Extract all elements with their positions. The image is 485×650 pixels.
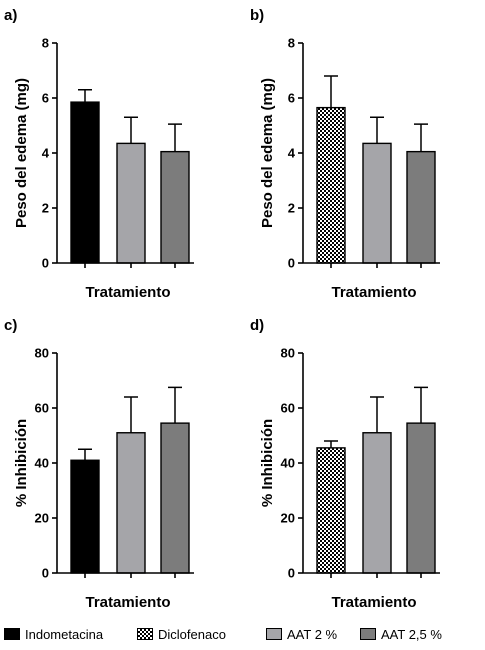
legend-label-aat-2-5: AAT 2,5 % (381, 626, 442, 642)
bar-aat-2-5 (406, 150, 436, 264)
bar-indometacina (70, 459, 100, 574)
legend-item-diclofenaco: Diclofenaco (137, 624, 226, 644)
y-tick-label: 0 (42, 566, 49, 581)
y-tick-label: 20 (281, 511, 295, 526)
panel-a: a) Peso del edema (mg) 0 2 4 6 8 Tratamiento (4, 7, 194, 301)
bar-indometacina (70, 101, 100, 264)
legend-item-aat-2-5: AAT 2,5 % (360, 624, 442, 644)
y-tick-label: 40 (35, 456, 49, 471)
panel-label: b) (250, 7, 264, 24)
bar-aat-2-5 (160, 150, 190, 264)
figure-canvas: a) Peso del edema (mg) 0 2 4 6 8 Tratamiento b)… (4, 7, 440, 611)
panel-d: d) % Inhibición 0 20 40 60 80 Tratamiento (250, 317, 440, 611)
y-tick-label: 8 (42, 36, 49, 51)
x-axis-label: Tratamiento (331, 284, 416, 301)
bar-aat-2 (362, 432, 392, 574)
legend-label-indometacina: Indometacina (25, 626, 104, 642)
legend-swatch-diclofenaco (137, 628, 153, 640)
y-tick-label: 2 (42, 201, 49, 216)
legend-swatch-aat-2 (266, 628, 282, 640)
y-tick-label: 6 (288, 91, 295, 106)
y-tick-label: 4 (42, 146, 50, 161)
y-tick-label: 80 (35, 346, 49, 361)
y-axis-label: Peso del edema (mg) (259, 78, 276, 228)
bar-diclofenaco (316, 106, 346, 264)
x-axis-label: Tratamiento (85, 284, 170, 301)
panel-label: d) (250, 317, 264, 334)
y-tick-label: 0 (288, 566, 295, 581)
y-tick-label: 0 (288, 256, 295, 271)
panel-c: c) % Inhibición 0 20 40 60 80 Tratamiento (4, 317, 194, 611)
y-tick-label: 6 (42, 91, 49, 106)
panel-label: a) (4, 7, 17, 24)
bar-aat-2 (362, 142, 392, 264)
bar-aat-2-5 (160, 422, 190, 574)
y-axis-label: % Inhibición (259, 419, 276, 507)
x-axis-label: Tratamiento (331, 594, 416, 611)
legend-label-diclofenaco: Diclofenaco (158, 626, 226, 642)
y-tick-label: 8 (288, 36, 295, 51)
legend-item-indometacina: Indometacina (4, 624, 103, 644)
x-axis-label: Tratamiento (85, 594, 170, 611)
legend-label-aat-2: AAT 2 % (287, 626, 338, 642)
y-tick-label: 20 (35, 511, 49, 526)
legend: Indometacina Diclofenaco AAT 2 % AAT 2,5… (0, 624, 485, 644)
y-tick-label: 40 (281, 456, 295, 471)
panel-b: b) Peso del edema (mg) 0 2 4 6 8 Tratamiento (250, 7, 440, 301)
bar-diclofenaco (316, 447, 346, 574)
y-tick-label: 80 (281, 346, 295, 361)
y-tick-label: 4 (288, 146, 296, 161)
y-tick-label: 2 (288, 201, 295, 216)
panel-label: c) (4, 317, 17, 334)
bar-aat-2 (116, 142, 146, 264)
y-tick-label: 60 (281, 401, 295, 416)
bar-aat-2 (116, 432, 146, 574)
bar-aat-2-5 (406, 422, 436, 574)
legend-swatch-indometacina (4, 628, 20, 640)
y-axis-label: % Inhibición (13, 419, 30, 507)
legend-swatch-aat-2-5 (360, 628, 376, 640)
y-tick-label: 60 (35, 401, 49, 416)
y-tick-label: 0 (42, 256, 49, 271)
y-axis-label: Peso del edema (mg) (13, 78, 30, 228)
legend-item-aat-2: AAT 2 % (266, 624, 337, 644)
